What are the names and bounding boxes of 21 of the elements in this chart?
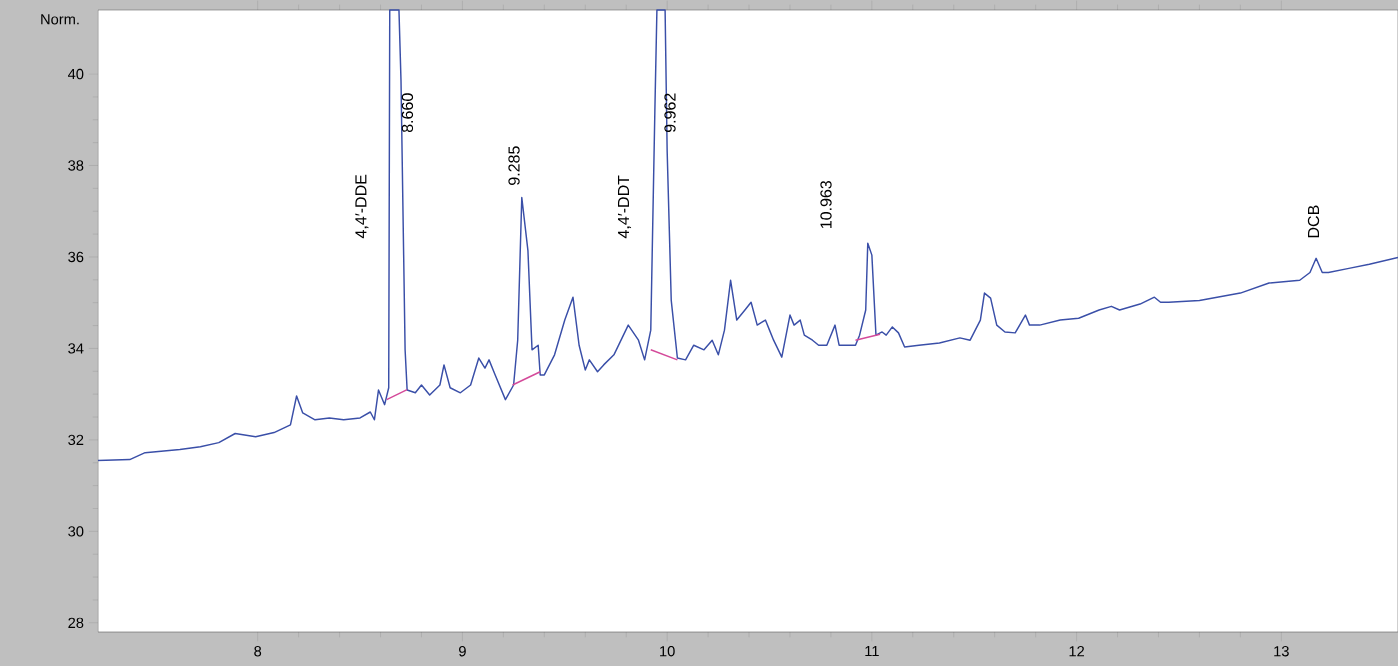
annotation: 8.660 — [401, 93, 414, 133]
y-tick-label: 38 — [68, 160, 84, 171]
x-tick-label: 8 — [254, 646, 262, 657]
x-tick-label: 11 — [865, 646, 879, 657]
x-tick-label: 13 — [1274, 646, 1289, 657]
y-tick-label: 28 — [68, 617, 84, 629]
annotation: DCB — [1307, 205, 1320, 238]
y-tick-label: 40 — [67, 68, 84, 80]
x-tick-label: 9 — [459, 646, 466, 657]
annotation: 4,4′-DDT — [617, 175, 632, 239]
y-axis-title: Norm. — [41, 14, 79, 25]
x-tick-label: 12 — [1069, 646, 1085, 657]
annotation: 4,4′-DDE — [355, 174, 369, 239]
annotation: 10.963 — [820, 180, 832, 228]
y-tick-label: 36 — [68, 251, 84, 263]
annotation: 9.285 — [508, 146, 520, 185]
y-tick-label: 32 — [68, 434, 84, 446]
annotation: 9.962 — [664, 93, 676, 133]
y-tick-label: 34 — [68, 343, 84, 354]
x-tick-label: 10 — [660, 646, 675, 657]
y-tick-label: 30 — [68, 526, 84, 537]
